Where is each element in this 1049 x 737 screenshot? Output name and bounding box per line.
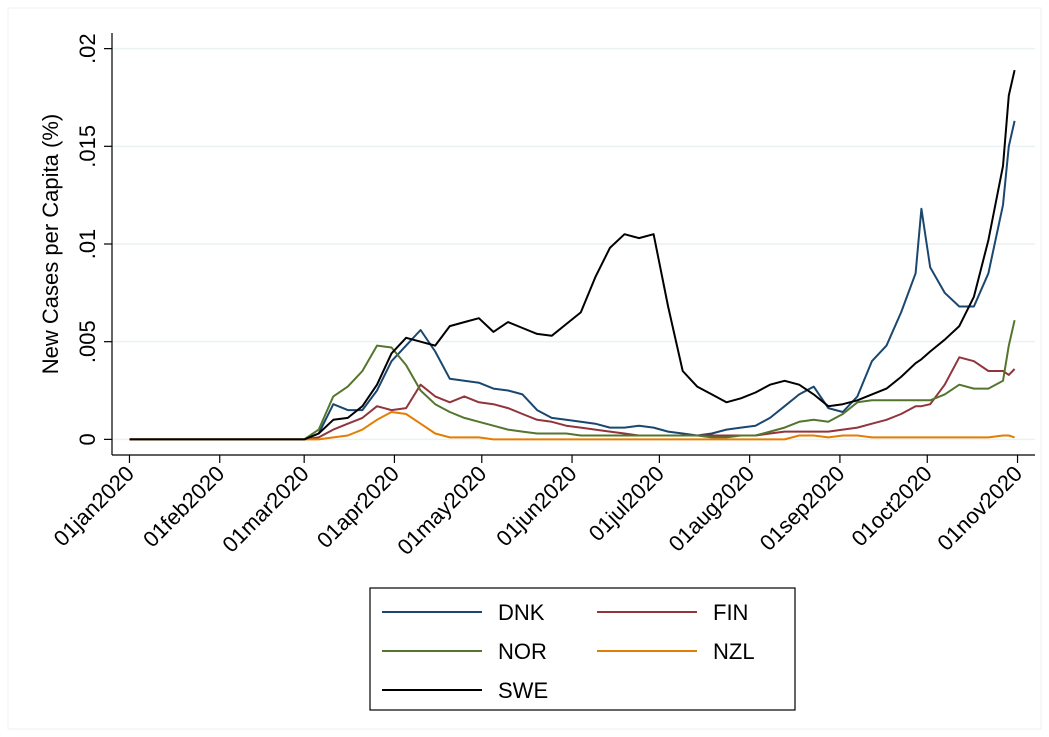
series-line xyxy=(129,120,1016,441)
series-line xyxy=(129,69,1016,441)
y-axis-title: New Cases per Capita (%) xyxy=(38,114,63,374)
y-tick-label: .005 xyxy=(75,320,100,363)
y-tick-label: 0 xyxy=(75,433,100,445)
series-line xyxy=(129,319,1016,441)
legend-label: NOR xyxy=(498,639,547,664)
y-tick-label: .015 xyxy=(75,125,100,168)
y-tick-label: .02 xyxy=(75,33,100,64)
series-line xyxy=(129,411,1015,441)
legend-label: FIN xyxy=(713,600,748,625)
y-tick-label: .01 xyxy=(75,229,100,260)
legend-label: NZL xyxy=(713,639,755,664)
legend-label: SWE xyxy=(498,678,548,703)
legend-label: DNK xyxy=(498,600,545,625)
